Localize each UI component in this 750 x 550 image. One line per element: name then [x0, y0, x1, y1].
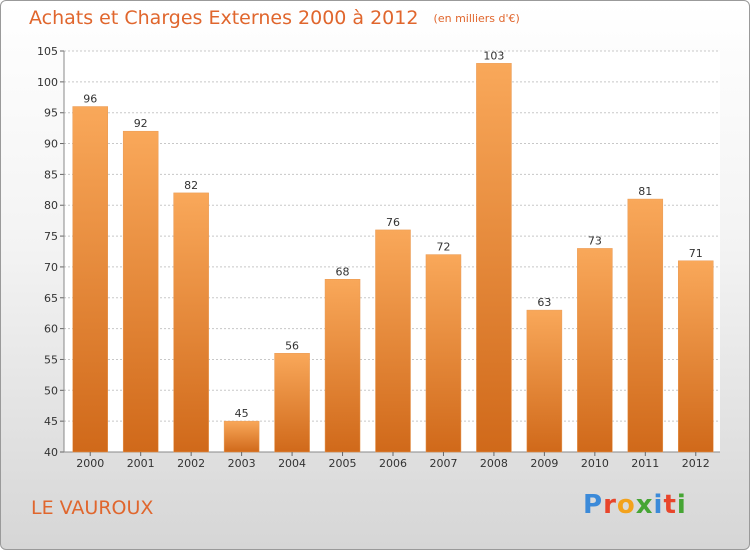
x-tick-label: 2002	[177, 457, 205, 470]
data-label: 72	[436, 241, 450, 254]
x-tick-label: 2009	[530, 457, 558, 470]
y-tick-label: 65	[44, 292, 58, 305]
data-label: 76	[386, 216, 400, 229]
bar	[425, 254, 462, 453]
y-tick-label: 90	[44, 138, 58, 151]
bar	[72, 106, 108, 453]
bar	[526, 309, 563, 453]
x-tick-label: 2000	[76, 457, 104, 470]
y-tick-label: 105	[37, 45, 58, 58]
x-tick-label: 2003	[228, 457, 256, 470]
data-label: 92	[134, 117, 148, 130]
data-label: 81	[638, 185, 652, 198]
bar	[577, 248, 613, 453]
bar	[476, 63, 512, 453]
y-tick-label: 55	[44, 353, 58, 366]
y-tick-label: 45	[44, 415, 58, 428]
chart-title-row: Achats et Charges Externes 2000 à 2012 (…	[29, 7, 520, 29]
bar	[627, 198, 664, 453]
x-tick-label: 2004	[278, 457, 306, 470]
bar	[375, 229, 411, 453]
bar	[324, 279, 361, 453]
y-tick-label: 60	[44, 323, 58, 336]
bar	[173, 192, 209, 453]
data-label: 63	[537, 296, 551, 309]
location-name: LE VAUROUX	[31, 497, 154, 519]
data-label: 56	[285, 339, 299, 352]
chart-title: Achats et Charges Externes 2000 à 2012	[29, 7, 419, 29]
x-tick-label: 2001	[127, 457, 155, 470]
data-label: 73	[588, 234, 602, 247]
logo-letter: r	[603, 490, 617, 520]
x-tick-label: 2010	[581, 457, 609, 470]
x-tick-label: 2005	[329, 457, 357, 470]
x-tick-label: 2007	[429, 457, 457, 470]
chart-unit: (en milliers d'€)	[433, 12, 520, 25]
data-label: 103	[483, 49, 504, 62]
y-tick-label: 40	[44, 446, 58, 459]
y-tick-label: 50	[44, 384, 58, 397]
logo-letter: i	[676, 490, 687, 520]
data-label: 71	[689, 247, 703, 260]
bar	[678, 260, 714, 453]
logo-letter: i	[653, 490, 664, 520]
data-label: 45	[235, 407, 249, 420]
logo-letter: o	[616, 490, 636, 520]
bar	[223, 420, 260, 453]
data-label: 96	[83, 93, 97, 106]
x-tick-label: 2011	[631, 457, 659, 470]
proxiti-logo: Proxiti	[583, 490, 687, 520]
bar	[122, 130, 159, 453]
x-tick-label: 2012	[682, 457, 710, 470]
data-label: 68	[336, 265, 350, 278]
y-tick-label: 80	[44, 199, 58, 212]
logo-letter: t	[663, 490, 677, 520]
x-tick-label: 2008	[480, 457, 508, 470]
logo-letter: x	[635, 490, 654, 520]
y-tick-label: 95	[44, 107, 58, 120]
y-tick-label: 100	[37, 76, 58, 89]
logo-letter: P	[583, 490, 604, 520]
y-tick-label: 70	[44, 261, 58, 274]
y-tick-label: 85	[44, 168, 58, 181]
bar	[274, 353, 310, 453]
x-tick-label: 2006	[379, 457, 407, 470]
y-tick-label: 75	[44, 230, 58, 243]
data-label: 82	[184, 179, 198, 192]
